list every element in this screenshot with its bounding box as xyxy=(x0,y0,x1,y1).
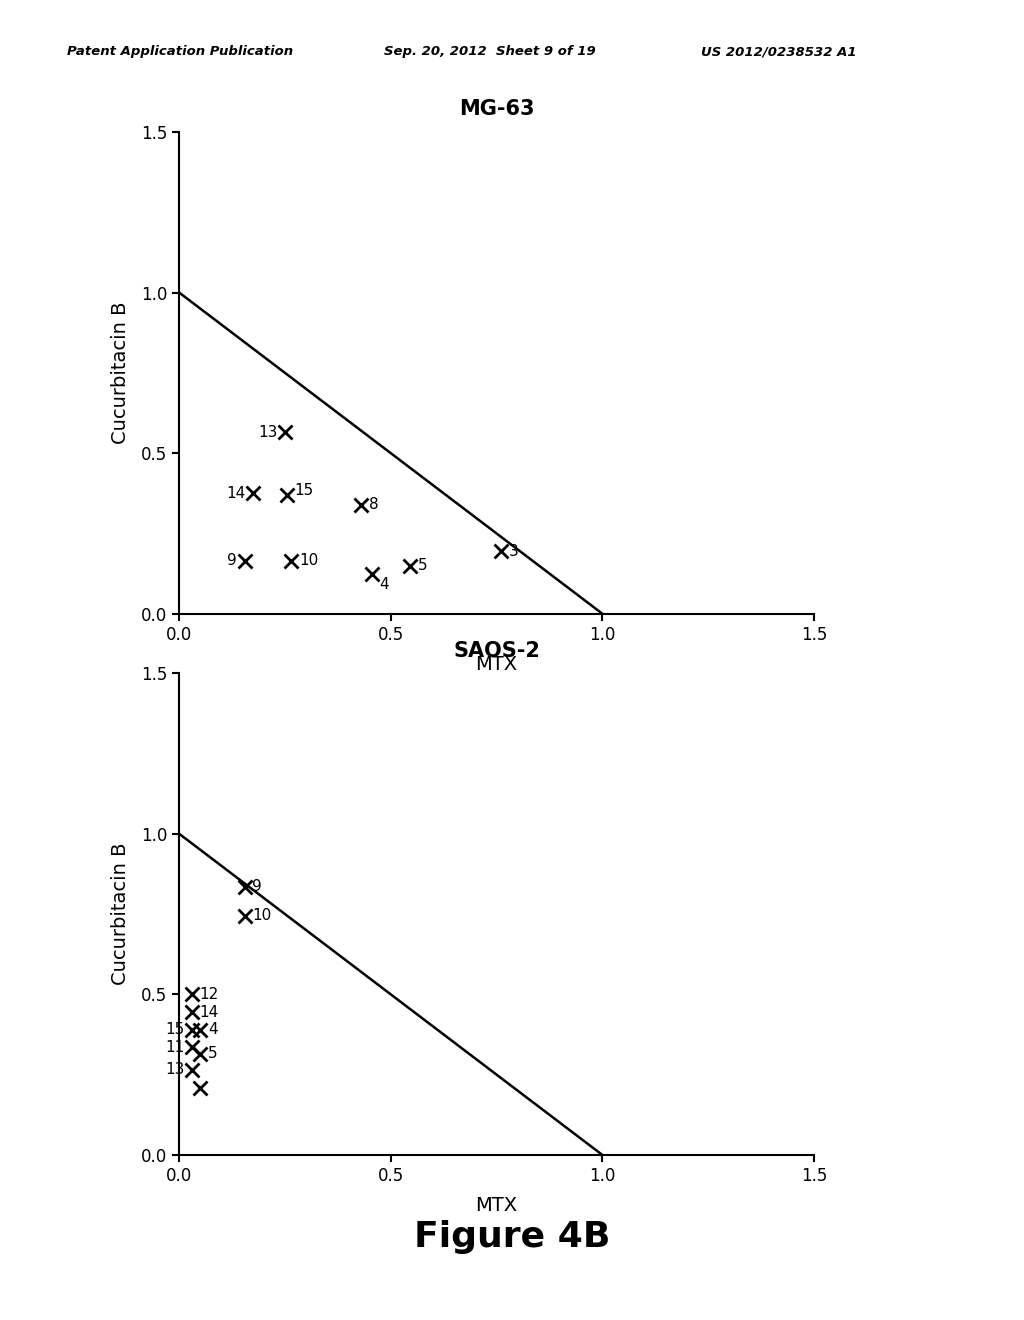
Text: 13: 13 xyxy=(165,1063,184,1077)
Text: Figure 4B: Figure 4B xyxy=(414,1221,610,1254)
Text: 3: 3 xyxy=(509,544,518,558)
Title: SAOS-2: SAOS-2 xyxy=(454,640,540,660)
Text: 4: 4 xyxy=(380,577,389,593)
X-axis label: MTX: MTX xyxy=(475,655,518,673)
Text: US 2012/0238532 A1: US 2012/0238532 A1 xyxy=(701,45,857,58)
Text: 10: 10 xyxy=(299,553,318,569)
Y-axis label: Cucurbitacin B: Cucurbitacin B xyxy=(111,302,130,444)
Text: Sep. 20, 2012  Sheet 9 of 19: Sep. 20, 2012 Sheet 9 of 19 xyxy=(384,45,596,58)
Text: 10: 10 xyxy=(253,908,271,923)
Text: 5: 5 xyxy=(418,558,427,573)
X-axis label: MTX: MTX xyxy=(475,1196,518,1214)
Text: 14: 14 xyxy=(200,1005,219,1019)
Text: 15: 15 xyxy=(295,483,314,498)
Text: 9: 9 xyxy=(253,879,262,894)
Text: 13: 13 xyxy=(258,425,278,440)
Text: 15: 15 xyxy=(165,1022,184,1038)
Text: 11: 11 xyxy=(165,1040,184,1055)
Text: 12: 12 xyxy=(200,987,219,1002)
Text: 14: 14 xyxy=(226,486,246,500)
Title: MG-63: MG-63 xyxy=(459,99,535,119)
Text: 5: 5 xyxy=(208,1047,218,1061)
Text: 8: 8 xyxy=(369,498,379,512)
Y-axis label: Cucurbitacin B: Cucurbitacin B xyxy=(111,843,130,985)
Text: 4: 4 xyxy=(208,1022,218,1038)
Text: 9: 9 xyxy=(227,553,238,569)
Text: Patent Application Publication: Patent Application Publication xyxy=(67,45,293,58)
